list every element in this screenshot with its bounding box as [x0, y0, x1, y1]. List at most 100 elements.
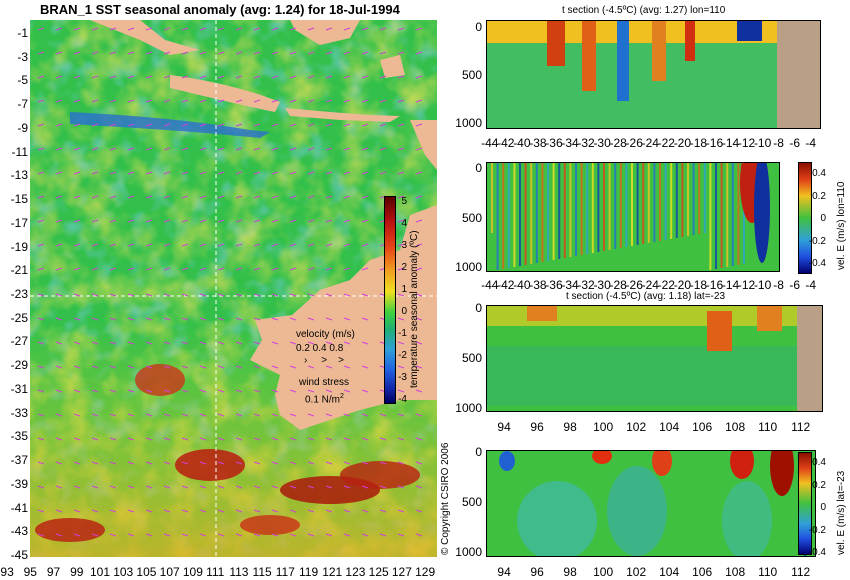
- panel4-y-tick: 500: [461, 495, 482, 509]
- panel4-colorbar-tick: 0.4: [812, 457, 826, 468]
- panel4-colorbar-tick: 0: [820, 502, 826, 513]
- panel1-x-tick: -22: [657, 136, 675, 150]
- panel2-x-tick: -36: [545, 278, 563, 292]
- panel4-colorbar: [798, 452, 812, 555]
- panel1-x-tick: -26: [625, 136, 643, 150]
- panel1-y-tick: 0: [475, 20, 482, 34]
- panel3-x-tick: 96: [530, 420, 544, 434]
- panel1-x-tick: -40: [513, 136, 531, 150]
- panel2-y-tick: 0: [475, 161, 482, 175]
- map-y-tick: -35: [10, 429, 28, 444]
- map-y-tick: -1: [17, 26, 28, 40]
- panel2-colorbar-tick: 0.4: [812, 168, 826, 179]
- map-x-tick: 123: [345, 565, 366, 579]
- map-y-tick: -19: [10, 239, 28, 254]
- sst-colorbar-tick: -3: [398, 372, 407, 383]
- panel1-x-tick: -44: [481, 136, 499, 150]
- map-x-tick: 95: [23, 565, 37, 579]
- panel4-x-tick: 104: [659, 565, 680, 579]
- map-x-tick: 121: [322, 565, 343, 579]
- panel4-x-tick: 108: [725, 565, 746, 579]
- map-x-tick: 101: [89, 565, 111, 579]
- map-y-tick: -13: [10, 168, 28, 183]
- sst-anomaly-map: [30, 20, 437, 557]
- map-y-tick: -39: [10, 476, 28, 491]
- sst-colorbar-tick: -1: [398, 328, 407, 339]
- map-x-tick: 109: [182, 565, 203, 579]
- panel4-y-tick: 0: [475, 445, 482, 459]
- sst-colorbar-tick: 3: [401, 240, 407, 251]
- panel1-x-tick: -38: [529, 136, 547, 150]
- panel1-x-tick: -18: [689, 136, 708, 150]
- map-x-tick: 117: [275, 565, 295, 579]
- sst-colorbar-tick: 4: [401, 218, 407, 229]
- panel1-x-tick: -32: [577, 136, 595, 150]
- panel2-colorbar-label: vel. E (m/s) lon=110: [836, 181, 847, 270]
- panel1-x-tick: -16: [705, 136, 724, 150]
- panel1-x-tick: -20: [673, 136, 692, 150]
- sst-colorbar-tick: -2: [398, 350, 407, 361]
- panel4-section: [486, 450, 816, 557]
- panel2-x-tick: -38: [529, 278, 547, 292]
- panel1-x-tick: -8: [773, 136, 784, 150]
- map-y-tick: -15: [10, 192, 28, 207]
- panel3-y-tick: 500: [461, 351, 482, 365]
- panel1-x-tick: -24: [641, 136, 659, 150]
- map-x-tick: 129: [415, 565, 436, 579]
- panel3-x-tick: 106: [692, 420, 713, 434]
- wind-stress-value: 0.1 N/m2: [305, 393, 344, 405]
- panel2-x-tick: -18: [689, 278, 708, 292]
- map-x-tick: 97: [46, 565, 61, 579]
- sst-colorbar-tick: 5: [401, 196, 407, 207]
- panel4-x-tick: 100: [593, 565, 614, 579]
- panel2-x-tick: -24: [641, 278, 659, 292]
- panel4-x-tick: 106: [692, 565, 713, 579]
- panel1-y-tick: 500: [461, 68, 482, 82]
- sst-colorbar-tick: 2: [401, 262, 407, 273]
- map-y-tick: -37: [10, 453, 28, 468]
- panel2-colorbar: [798, 162, 812, 274]
- panel2-x-tick: -4: [805, 278, 817, 292]
- sst-colorbar-tick: -4: [398, 394, 407, 405]
- wind-vectors: [37, 27, 423, 537]
- panel1-section: [486, 20, 821, 129]
- panel3-x-tick: 100: [593, 420, 614, 434]
- map-y-tick: -5: [17, 73, 28, 88]
- panel2-x-tick: -26: [625, 278, 643, 292]
- panel2-x-tick: -34: [561, 278, 579, 292]
- panel4-colorbar-tick: -0.2: [808, 524, 826, 536]
- panel1-x-tick: -6: [789, 136, 801, 150]
- panel1-x-tick: -30: [593, 136, 611, 150]
- panel2-x-tick: -20: [673, 278, 692, 292]
- sst-colorbar-tick: 0: [401, 306, 407, 317]
- panel2-x-tick: -12: [737, 278, 756, 292]
- panel1-x-tick: -34: [561, 136, 579, 150]
- panel2-x-tick: -32: [577, 278, 595, 292]
- map-y-tick: -27: [10, 334, 28, 349]
- map-y-tick: -23: [10, 287, 28, 301]
- sst-colorbar: [384, 196, 396, 404]
- sst-map-svg: [30, 20, 437, 557]
- panel2-section: [486, 162, 780, 272]
- map-x-tick: 99: [70, 565, 84, 579]
- panel2-x-tick: -14: [721, 278, 740, 292]
- panel3-y-tick: 1000: [455, 401, 482, 415]
- map-x-tick: 111: [206, 565, 225, 579]
- panel1-x-tick: -42: [497, 136, 515, 150]
- map-title: BRAN_1 SST seasonal anomaly (avg: 1.24) …: [40, 2, 400, 17]
- panel2-x-tick: -44: [481, 278, 499, 292]
- panel4-x-tick: 110: [758, 565, 778, 579]
- panel2-colorbar-tick: 0.2: [812, 190, 826, 202]
- panel3-x-tick: 102: [626, 420, 647, 434]
- panel3-x-tick: 98: [563, 420, 577, 434]
- panel3-x-tick: 108: [725, 420, 746, 434]
- map-x-tick: 105: [136, 565, 157, 579]
- panel4-x-tick: 94: [497, 565, 511, 579]
- panel2-x-tick: -28: [609, 278, 627, 292]
- panel4-y-tick: 1000: [455, 545, 482, 559]
- panel4-x-tick: 112: [791, 565, 811, 579]
- map-x-tick: 125: [368, 565, 389, 579]
- panel1-y-tick: 1000: [455, 116, 482, 130]
- panel2-y-tick: 500: [461, 210, 482, 225]
- panel1-x-tick: -4: [805, 136, 817, 150]
